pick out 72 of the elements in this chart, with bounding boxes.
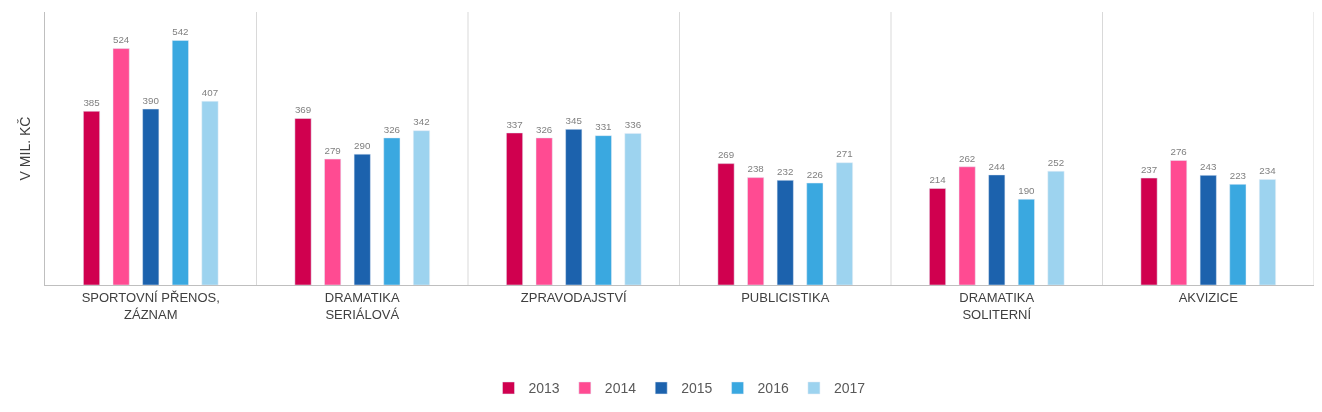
bar <box>353 153 371 285</box>
bar <box>988 174 1006 285</box>
data-label: 369 <box>294 104 312 116</box>
data-label: 223 <box>1229 170 1246 182</box>
bar <box>201 101 219 285</box>
data-label: 190 <box>1018 185 1036 197</box>
data-label: 262 <box>959 152 976 164</box>
data-label: 226 <box>806 168 823 180</box>
bar <box>624 133 642 285</box>
data-label: 326 <box>536 123 553 135</box>
x-tick-label: DRAMATIKA SOLITERNÍ <box>959 289 1035 322</box>
bar <box>506 132 523 285</box>
data-label: 237 <box>1140 163 1158 175</box>
bar <box>1259 179 1276 285</box>
bar <box>83 111 100 285</box>
bar <box>958 166 976 285</box>
data-label: 407 <box>201 87 219 99</box>
bar <box>929 188 946 285</box>
legend-label: 2015 <box>681 380 713 397</box>
data-label: 214 <box>929 174 947 186</box>
data-label: 385 <box>83 97 101 109</box>
data-label: 331 <box>595 121 612 133</box>
bar <box>1229 184 1247 285</box>
y-axis-title: V MIL. KČ <box>16 116 33 181</box>
bar <box>1017 199 1035 285</box>
bar <box>294 118 312 285</box>
legend-label: 2017 <box>833 380 866 397</box>
bar <box>112 48 130 285</box>
bar <box>171 40 189 285</box>
x-tick-label: AKVIZICE <box>1178 289 1239 305</box>
bar <box>142 108 160 285</box>
bar <box>535 137 553 285</box>
bar <box>383 137 401 285</box>
data-label: 271 <box>836 148 853 160</box>
data-label: 326 <box>383 123 400 135</box>
data-label: 542 <box>172 26 189 38</box>
data-label: 336 <box>624 119 642 131</box>
legend-label: 2016 <box>757 380 789 397</box>
bar <box>806 182 824 285</box>
bar <box>747 177 765 285</box>
legend-label: 2014 <box>604 380 637 397</box>
data-label: 232 <box>777 166 794 178</box>
data-label: 290 <box>354 139 371 151</box>
x-tick-label: ZPRAVODAJSTVÍ <box>520 289 628 305</box>
bar <box>776 180 794 285</box>
data-label: 252 <box>1047 157 1065 169</box>
legend-label: 2013 <box>528 380 560 397</box>
x-tick-label: SPORTOVNÍ PŘENOS, ZÁZNAM <box>81 289 220 322</box>
data-label: 279 <box>324 144 341 156</box>
bar <box>1140 177 1158 285</box>
data-label: 390 <box>142 94 160 106</box>
bar <box>413 130 430 285</box>
data-label: 234 <box>1259 165 1277 177</box>
bar <box>565 129 583 285</box>
data-label: 342 <box>413 116 430 128</box>
data-label: 337 <box>506 118 523 130</box>
data-label: 345 <box>565 115 583 127</box>
data-label: 269 <box>717 149 735 161</box>
bar <box>1199 175 1217 285</box>
bar <box>717 163 735 285</box>
data-label: 244 <box>988 160 1006 172</box>
data-label: 243 <box>1200 161 1217 173</box>
bar <box>1047 171 1065 285</box>
bar <box>324 158 342 285</box>
data-label: 276 <box>1170 146 1187 158</box>
data-label: 524 <box>113 34 130 46</box>
bar <box>594 135 612 285</box>
data-label: 238 <box>747 163 764 175</box>
bar <box>1170 160 1188 285</box>
x-tick-label: PUBLICISTIKA <box>741 289 830 305</box>
x-tick-label: DRAMATIKA SERIÁLOVÁ <box>324 289 401 322</box>
bar <box>836 162 853 285</box>
